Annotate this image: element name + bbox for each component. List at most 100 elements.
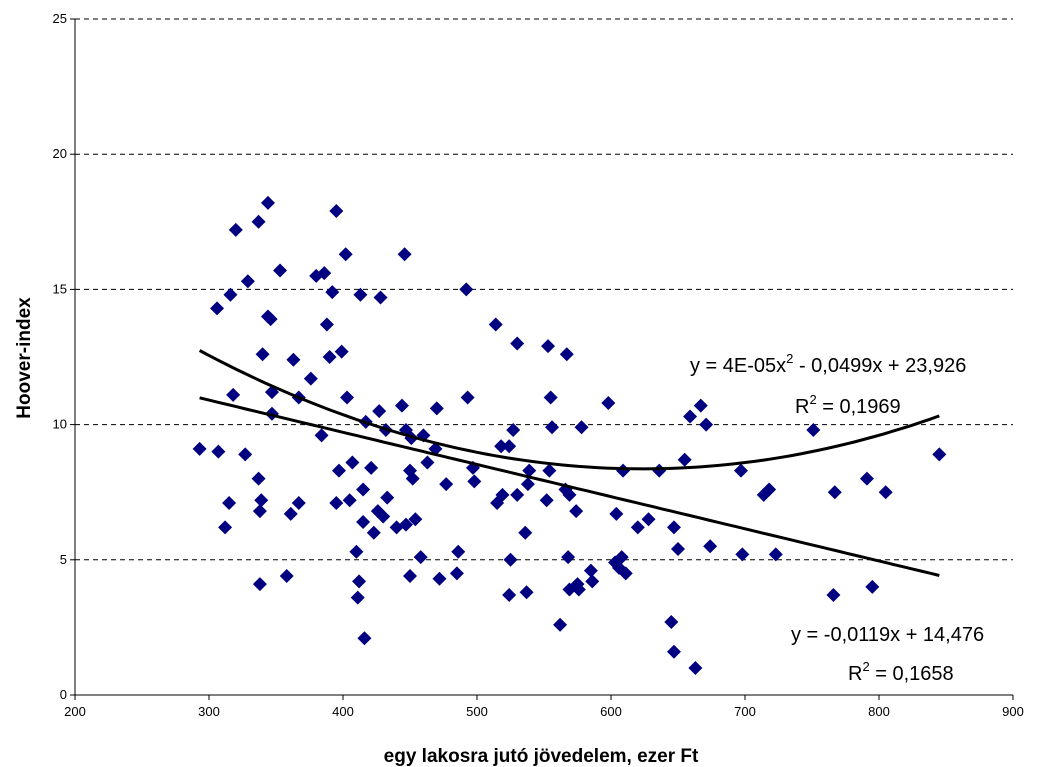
data-point bbox=[357, 631, 372, 646]
data-point bbox=[553, 617, 568, 632]
data-point bbox=[286, 352, 301, 367]
data-point bbox=[403, 569, 417, 584]
data-point bbox=[543, 390, 558, 405]
data-point bbox=[806, 423, 821, 438]
data-point bbox=[569, 504, 584, 519]
data-point bbox=[322, 350, 337, 364]
data-point bbox=[366, 525, 381, 540]
data-point bbox=[583, 563, 598, 578]
data-point bbox=[460, 390, 475, 405]
data-point bbox=[376, 509, 391, 524]
data-point bbox=[263, 312, 278, 327]
data-point bbox=[494, 439, 509, 454]
x-tick-label: 400 bbox=[332, 704, 354, 719]
data-point bbox=[356, 514, 371, 529]
data-point bbox=[585, 574, 600, 589]
data-point bbox=[630, 520, 645, 535]
data-point bbox=[562, 487, 577, 502]
data-point bbox=[251, 214, 266, 229]
data-point bbox=[545, 420, 560, 435]
data-point bbox=[405, 471, 420, 486]
data-point bbox=[210, 301, 225, 316]
x-tick-label: 200 bbox=[64, 704, 86, 719]
x-tick-label: 600 bbox=[600, 704, 622, 719]
data-point bbox=[283, 506, 298, 521]
y-tick-labels: 0 5 10 15 20 25 bbox=[53, 11, 67, 702]
x-tick-labels: 200 300 400 500 600 700 800 900 bbox=[64, 704, 1024, 719]
data-point bbox=[542, 463, 557, 478]
data-point bbox=[420, 455, 435, 470]
data-point bbox=[520, 477, 535, 492]
data-point bbox=[373, 290, 388, 305]
data-point bbox=[211, 444, 226, 459]
data-point bbox=[495, 487, 510, 502]
x-tick-label: 500 bbox=[466, 704, 488, 719]
data-point bbox=[518, 525, 533, 540]
y-tick-label: 25 bbox=[53, 11, 67, 26]
y-tick-label: 5 bbox=[60, 552, 67, 567]
data-point bbox=[218, 520, 233, 535]
data-point bbox=[666, 520, 681, 535]
polynomial-trendline bbox=[198, 349, 940, 471]
data-point bbox=[349, 544, 364, 559]
data-point bbox=[252, 577, 267, 592]
data-point bbox=[502, 587, 517, 602]
linear-r-squared: R2 = 0,1658 bbox=[848, 659, 954, 685]
data-point bbox=[329, 496, 344, 511]
data-points bbox=[192, 195, 947, 675]
data-point bbox=[683, 409, 698, 424]
data-point bbox=[571, 582, 586, 597]
data-point bbox=[338, 247, 353, 262]
trendlines bbox=[198, 349, 940, 577]
data-point bbox=[488, 317, 503, 332]
data-point bbox=[192, 441, 207, 456]
data-point bbox=[413, 550, 428, 565]
data-point bbox=[364, 460, 379, 475]
data-point bbox=[677, 452, 692, 467]
data-point bbox=[222, 496, 237, 511]
data-point bbox=[356, 482, 371, 497]
data-point bbox=[459, 282, 474, 297]
data-point bbox=[510, 336, 525, 351]
data-point bbox=[878, 485, 893, 500]
y-tick-label: 10 bbox=[53, 417, 67, 432]
data-point bbox=[432, 571, 447, 586]
data-point bbox=[429, 401, 444, 416]
data-point bbox=[228, 222, 243, 237]
data-point bbox=[439, 477, 454, 492]
data-point bbox=[240, 274, 255, 289]
data-point bbox=[291, 496, 306, 511]
y-tick-label: 0 bbox=[60, 687, 67, 702]
data-point bbox=[703, 539, 718, 554]
data-point bbox=[340, 390, 355, 405]
axes bbox=[70, 18, 1014, 700]
data-point bbox=[314, 428, 329, 443]
data-point bbox=[522, 463, 537, 478]
linear-trendline bbox=[199, 396, 940, 577]
data-point bbox=[539, 493, 554, 508]
data-point bbox=[408, 512, 423, 527]
data-point bbox=[394, 398, 409, 413]
data-point bbox=[664, 614, 679, 629]
data-point bbox=[223, 287, 238, 302]
x-tick-label: 900 bbox=[1002, 704, 1024, 719]
data-point bbox=[226, 387, 241, 402]
data-point bbox=[865, 579, 880, 594]
poly-equation: y = 4E-05x2 - 0,0499x + 23,926 bbox=[690, 351, 966, 377]
data-point bbox=[451, 544, 466, 559]
data-point bbox=[325, 285, 340, 300]
data-point bbox=[342, 493, 357, 508]
data-point bbox=[238, 447, 253, 462]
data-point bbox=[252, 504, 267, 519]
data-point bbox=[932, 447, 947, 462]
data-point bbox=[666, 644, 681, 659]
y-tick-label: 15 bbox=[53, 281, 67, 296]
data-point bbox=[506, 423, 521, 438]
data-point bbox=[397, 247, 412, 262]
data-point bbox=[372, 404, 387, 419]
data-point bbox=[334, 344, 349, 359]
data-point bbox=[859, 471, 874, 486]
data-point bbox=[317, 266, 332, 281]
